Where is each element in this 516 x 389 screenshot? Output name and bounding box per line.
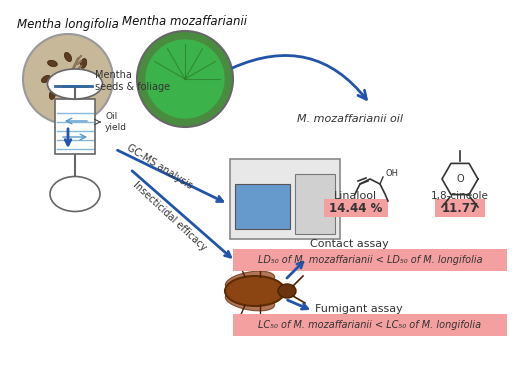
Ellipse shape <box>80 59 87 68</box>
Text: LD₅₀ of M. mozaffarianii < LD₅₀ of M. longifolia: LD₅₀ of M. mozaffarianii < LD₅₀ of M. lo… <box>257 255 482 265</box>
Text: 14.44 %: 14.44 % <box>329 202 383 214</box>
FancyBboxPatch shape <box>233 314 507 336</box>
Circle shape <box>137 31 233 127</box>
Circle shape <box>145 39 225 119</box>
Ellipse shape <box>47 69 103 99</box>
FancyBboxPatch shape <box>435 199 485 217</box>
Text: Mentha
seeds & foliage: Mentha seeds & foliage <box>95 70 170 92</box>
FancyBboxPatch shape <box>295 174 335 234</box>
FancyBboxPatch shape <box>55 99 95 154</box>
FancyArrowPatch shape <box>233 56 366 99</box>
Ellipse shape <box>278 284 296 298</box>
Ellipse shape <box>64 53 72 61</box>
FancyBboxPatch shape <box>324 199 388 217</box>
FancyBboxPatch shape <box>230 159 340 239</box>
Text: M. mozaffarianii oil: M. mozaffarianii oil <box>297 114 403 124</box>
Ellipse shape <box>225 291 275 311</box>
Ellipse shape <box>41 75 51 82</box>
Text: Mentha longifolia: Mentha longifolia <box>17 18 119 30</box>
Ellipse shape <box>64 96 72 105</box>
FancyBboxPatch shape <box>233 249 507 271</box>
Text: Linalool: Linalool <box>333 191 377 201</box>
Ellipse shape <box>49 90 56 100</box>
Text: 1,8-cineole: 1,8-cineole <box>431 191 489 201</box>
FancyBboxPatch shape <box>235 184 290 229</box>
Ellipse shape <box>78 91 88 98</box>
Text: Fumigant assay: Fumigant assay <box>315 304 403 314</box>
Ellipse shape <box>86 75 94 82</box>
Text: LC₅₀ of M. mozaffarianii < LC₅₀ of M. longifolia: LC₅₀ of M. mozaffarianii < LC₅₀ of M. lo… <box>259 320 481 330</box>
Ellipse shape <box>47 60 57 67</box>
Text: Insecticidal efficacy: Insecticidal efficacy <box>132 179 208 252</box>
Ellipse shape <box>225 276 285 306</box>
Text: Mentha mozaffarianii: Mentha mozaffarianii <box>122 14 248 28</box>
Circle shape <box>23 34 113 124</box>
Text: Contact assay: Contact assay <box>310 239 389 249</box>
Text: OH: OH <box>385 169 398 178</box>
Text: Oil
yield: Oil yield <box>105 112 127 132</box>
Text: GC-MS analysis: GC-MS analysis <box>125 143 195 191</box>
Ellipse shape <box>225 271 275 291</box>
Text: O: O <box>456 174 464 184</box>
Ellipse shape <box>50 177 100 212</box>
Text: 11.77: 11.77 <box>441 202 478 214</box>
